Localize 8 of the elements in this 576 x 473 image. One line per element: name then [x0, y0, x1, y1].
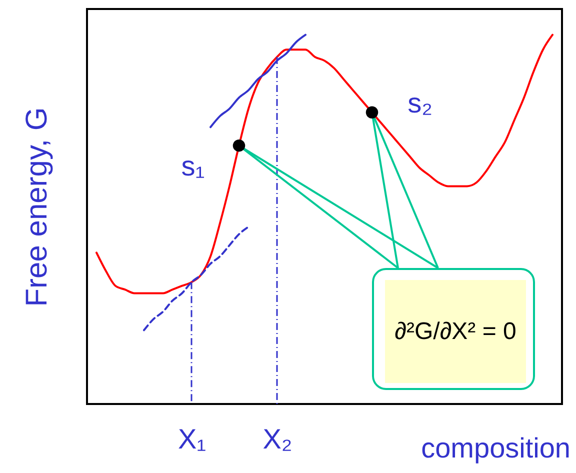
series-label: s₂ [408, 87, 432, 118]
annotation: ∂²G/∂X² = 0 [385, 280, 526, 383]
formula-box: ∂²G/∂X² = 0 [372, 268, 535, 390]
x-tick-label: X₂ [262, 424, 292, 454]
y-axis-title: Free energy, G [20, 107, 54, 307]
x-axis-title: composition [421, 432, 570, 464]
x-tick-label: X₁ [178, 424, 206, 454]
series-label: s₁ [181, 150, 205, 182]
